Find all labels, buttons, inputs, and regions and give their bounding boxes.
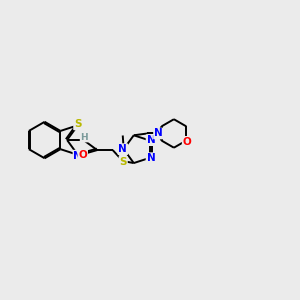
Text: N: N: [146, 135, 155, 145]
Text: S: S: [74, 119, 82, 130]
Text: N: N: [146, 153, 155, 163]
Text: H: H: [80, 133, 88, 142]
Text: N: N: [118, 144, 127, 154]
Text: S: S: [119, 157, 127, 167]
Text: N: N: [154, 128, 163, 139]
Text: O: O: [183, 137, 191, 147]
Text: N: N: [74, 151, 82, 160]
Text: O: O: [78, 150, 87, 160]
